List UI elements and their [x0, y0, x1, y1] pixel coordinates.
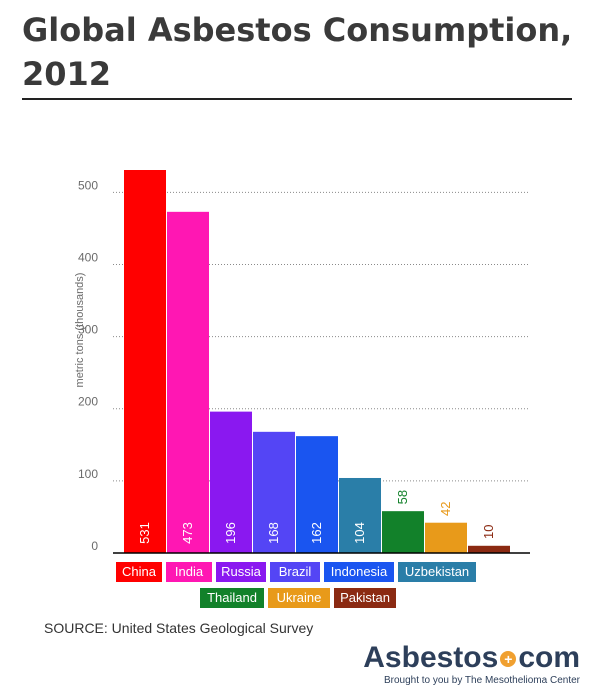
- bar-russia: [210, 411, 252, 553]
- y-tick-label-300: 300: [78, 323, 98, 337]
- y-tick-label-500: 500: [78, 178, 98, 192]
- value-label-pakistan: 10: [481, 525, 496, 539]
- value-label-china: 531: [137, 522, 152, 544]
- legend-item-uzbekistan: Uzbekistan: [398, 562, 476, 582]
- y-axis-label: metric tons (thousands): [74, 273, 86, 388]
- title-rule: [22, 98, 572, 100]
- y-tick-label-0: 0: [91, 539, 98, 553]
- value-label-indonesia: 162: [309, 522, 324, 544]
- brand-name-right: com: [518, 641, 580, 674]
- bar-ukraine: [425, 522, 467, 553]
- value-label-uzbekistan: 104: [352, 522, 367, 544]
- brand-logo: Asbestos + com Brought to you by The Mesot…: [363, 641, 580, 687]
- label-layer: 531 473 196 168 162 104 58 42 10: [137, 490, 496, 544]
- y-tick-label-200: 200: [78, 395, 98, 409]
- legend-item-india: India: [166, 562, 212, 582]
- legend-item-brazil: Brazil: [270, 562, 320, 582]
- bar-chart: 0 100 200 300 400 500 531 473 196 168 162 104 58 42 1…: [74, 170, 530, 554]
- bar-pakistan: [468, 545, 510, 553]
- value-label-thailand: 58: [395, 490, 410, 504]
- bar-india: [167, 211, 209, 553]
- legend-item-ukraine: Ukraine: [268, 588, 330, 608]
- legend-item-china: China: [116, 562, 162, 582]
- value-label-brazil: 168: [266, 522, 281, 544]
- y-tick-label-400: 400: [78, 250, 98, 264]
- bar-brazil: [253, 431, 295, 553]
- value-label-russia: 196: [223, 522, 238, 544]
- bar-uzbekistan: [339, 477, 381, 553]
- brand-name-left: Asbestos: [363, 641, 499, 674]
- bar-china: [124, 170, 166, 553]
- source-note: SOURCE: United States Geological Survey: [44, 620, 314, 636]
- bar-thailand: [382, 511, 424, 553]
- y-tick-label-100: 100: [78, 467, 98, 481]
- bar-indonesia: [296, 436, 338, 553]
- legend-item-pakistan: Pakistan: [334, 588, 396, 608]
- legend-item-thailand: Thailand: [200, 588, 264, 608]
- legend-item-russia: Russia: [216, 562, 266, 582]
- value-label-ukraine: 42: [438, 501, 453, 515]
- legend-item-indonesia: Indonesia: [324, 562, 394, 582]
- page-title: Global Asbestos Consumption, 2012: [22, 11, 573, 93]
- plus-icon: +: [500, 651, 517, 668]
- brand-tagline: Brought to you by The Mesothelioma Cente…: [383, 675, 580, 686]
- value-label-india: 473: [180, 522, 195, 544]
- bar-layer: [124, 170, 510, 553]
